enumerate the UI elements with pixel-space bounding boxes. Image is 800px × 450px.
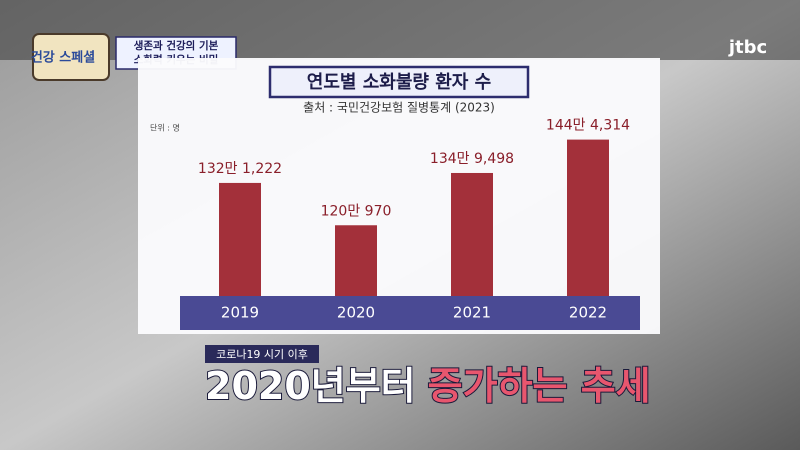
logo-box bbox=[32, 33, 110, 81]
caption-red: 증가하는 추세 bbox=[428, 364, 651, 408]
bar bbox=[335, 225, 377, 296]
x-tick-label: 2020 bbox=[337, 304, 375, 322]
caption-main: 2020년부터 증가하는 추세 bbox=[205, 364, 651, 408]
value-label: 134만 9,498 bbox=[430, 151, 514, 167]
logo-text: 건강 스페셜 bbox=[31, 50, 95, 66]
value-label: 144만 4,314 bbox=[546, 118, 630, 134]
x-tick-label: 2019 bbox=[221, 304, 259, 322]
topic-line: 생존과 건강의 기본 bbox=[134, 39, 219, 52]
category-band bbox=[180, 296, 640, 330]
bar bbox=[219, 182, 261, 296]
caption-tag: 코로나19 시기 이후 bbox=[216, 348, 308, 361]
channel-logo: jtbc bbox=[728, 37, 767, 58]
title-box bbox=[268, 65, 530, 99]
chart-title: 연도별 소화불량 환자 수 bbox=[307, 71, 491, 93]
bar bbox=[567, 139, 609, 296]
unit-label: 단위 : 명 bbox=[150, 123, 180, 133]
caption-tag-box bbox=[205, 345, 319, 363]
value-label: 120만 970 bbox=[321, 203, 392, 219]
chart-subtitle: 출처 : 국민건강보험 질병통계 (2023) bbox=[303, 101, 495, 115]
bar bbox=[451, 172, 493, 296]
value-label: 132만 1,222 bbox=[198, 161, 282, 177]
x-tick-label: 2022 bbox=[569, 304, 607, 322]
caption-white: 2020년부터 bbox=[205, 364, 416, 408]
x-tick-label: 2021 bbox=[453, 304, 491, 322]
